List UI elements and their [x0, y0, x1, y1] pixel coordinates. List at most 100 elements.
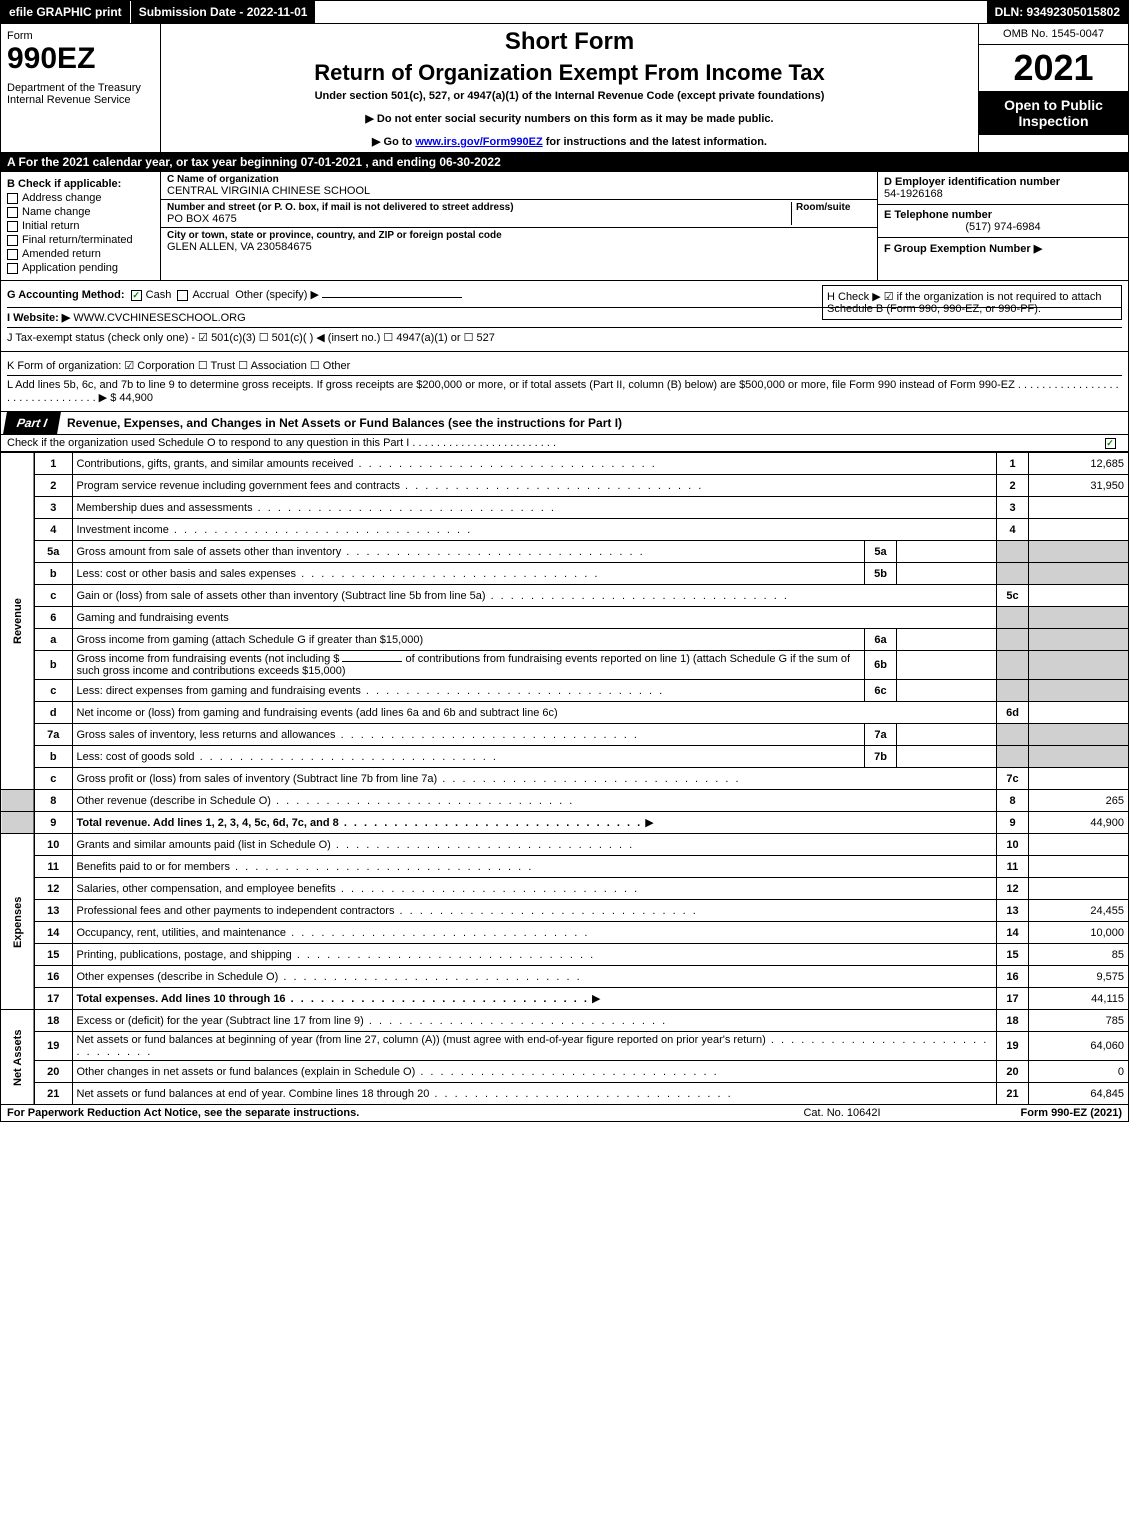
line-18-val: 785: [1029, 1010, 1129, 1032]
line-10-lineno: 10: [997, 834, 1029, 856]
side-blank-2: [1, 812, 35, 834]
line-15-val: 85: [1029, 944, 1129, 966]
e-row: E Telephone number (517) 974-6984: [878, 205, 1128, 238]
line-5b-grey1: [997, 563, 1029, 585]
line-14-desc: Occupancy, rent, utilities, and maintena…: [72, 922, 997, 944]
top-bar: efile GRAPHIC print Submission Date - 20…: [0, 0, 1129, 24]
line-14-lineno: 14: [997, 922, 1029, 944]
line-8-desc: Other revenue (describe in Schedule O): [72, 790, 997, 812]
irs-link[interactable]: www.irs.gov/Form990EZ: [415, 136, 542, 148]
expenses-side-label: Expenses: [1, 834, 35, 1010]
g-label: G Accounting Method:: [7, 289, 125, 301]
line-1-desc: Contributions, gifts, grants, and simila…: [72, 453, 997, 475]
f-label: F Group Exemption Number ▶: [884, 243, 1042, 255]
c-name-label: C Name of organization: [167, 174, 871, 185]
g-cash-label: Cash: [146, 289, 172, 301]
section-k: K Form of organization: ☑ Corporation ☐ …: [7, 359, 1122, 372]
line-8-num: 8: [34, 790, 72, 812]
line-13-val: 24,455: [1029, 900, 1129, 922]
efile-print-button[interactable]: efile GRAPHIC print: [1, 1, 131, 23]
line-20-num: 20: [34, 1061, 72, 1083]
line-18-num: 18: [34, 1010, 72, 1032]
line-16-lineno: 16: [997, 966, 1029, 988]
section-h: H Check ▶ ☑ if the organization is not r…: [822, 285, 1122, 320]
line-6c-grey1: [997, 680, 1029, 702]
line-7a-grey1: [997, 724, 1029, 746]
line-17-lineno: 17: [997, 988, 1029, 1010]
section-ghij: H Check ▶ ☑ if the organization is not r…: [0, 281, 1129, 352]
line-13-desc: Professional fees and other payments to …: [72, 900, 997, 922]
tax-year: 2021: [979, 45, 1128, 91]
revenue-table: Revenue 1 Contributions, gifts, grants, …: [0, 452, 1129, 1105]
line-7b-desc: Less: cost of goods sold: [72, 746, 865, 768]
g-accrual-label: Accrual: [192, 289, 229, 301]
line-16-desc: Other expenses (describe in Schedule O): [72, 966, 997, 988]
g-accrual-checkbox[interactable]: [177, 290, 188, 301]
line-3-lineno: 3: [997, 497, 1029, 519]
b-opt-pending[interactable]: Application pending: [7, 262, 154, 274]
b-opt-name[interactable]: Name change: [7, 206, 154, 218]
line-15-num: 15: [34, 944, 72, 966]
line-6a-sub: 6a: [865, 629, 897, 651]
c-name-row: C Name of organization CENTRAL VIRGINIA …: [161, 172, 877, 200]
part1-note-checkbox[interactable]: [1102, 437, 1122, 449]
line-21-val: 64,845: [1029, 1083, 1129, 1105]
line-16-num: 16: [34, 966, 72, 988]
f-row: F Group Exemption Number ▶: [878, 238, 1128, 259]
section-a: A For the 2021 calendar year, or tax yea…: [0, 153, 1129, 172]
line-6c-sub: 6c: [865, 680, 897, 702]
c-addr-row: Number and street (or P. O. box, if mail…: [161, 200, 877, 228]
short-form-title: Short Form: [169, 28, 970, 56]
line-4-num: 4: [34, 519, 72, 541]
line-12-num: 12: [34, 878, 72, 900]
g-cash-checkbox[interactable]: [131, 290, 142, 301]
open-to-public: Open to Public Inspection: [979, 91, 1128, 135]
line-14-val: 10,000: [1029, 922, 1129, 944]
line-6d-desc: Net income or (loss) from gaming and fun…: [72, 702, 997, 724]
line-6c-grey2: [1029, 680, 1129, 702]
line-17-desc: Total expenses. Add lines 10 through 16 …: [72, 988, 997, 1010]
line-5c-desc: Gain or (loss) from sale of assets other…: [72, 585, 997, 607]
line-5b-grey2: [1029, 563, 1129, 585]
line-1-lineno: 1: [997, 453, 1029, 475]
line-6-desc: Gaming and fundraising events: [72, 607, 997, 629]
c-city-label: City or town, state or province, country…: [167, 230, 871, 241]
line-2-desc: Program service revenue including govern…: [72, 475, 997, 497]
note-ssn: ▶ Do not enter social security numbers o…: [169, 112, 970, 125]
i-label: I Website: ▶: [7, 312, 70, 324]
line-6a-desc: Gross income from gaming (attach Schedul…: [72, 629, 865, 651]
line-6c-desc: Less: direct expenses from gaming and fu…: [72, 680, 865, 702]
line-7a-num: 7a: [34, 724, 72, 746]
line-7c-val: [1029, 768, 1129, 790]
b-opt-final[interactable]: Final return/terminated: [7, 234, 154, 246]
line-5b-subval: [897, 563, 997, 585]
line-10-desc: Grants and similar amounts paid (list in…: [72, 834, 997, 856]
header-mid: Short Form Return of Organization Exempt…: [161, 24, 978, 152]
b-opt-initial-label: Initial return: [22, 220, 79, 232]
line-2-lineno: 2: [997, 475, 1029, 497]
line-6c-num: c: [34, 680, 72, 702]
line-6-num: 6: [34, 607, 72, 629]
l-value: 44,900: [119, 392, 153, 404]
line-6a-grey1: [997, 629, 1029, 651]
line-13-lineno: 13: [997, 900, 1029, 922]
b-opt-address[interactable]: Address change: [7, 192, 154, 204]
e-value: (517) 974-6984: [884, 221, 1122, 233]
g-other-input[interactable]: [322, 297, 462, 298]
footer-right: Form 990-EZ (2021): [942, 1107, 1122, 1119]
section-l: L Add lines 5b, 6c, and 7b to line 9 to …: [7, 375, 1122, 404]
b-opt-initial[interactable]: Initial return: [7, 220, 154, 232]
line-19-val: 64,060: [1029, 1032, 1129, 1061]
l-text: L Add lines 5b, 6c, and 7b to line 9 to …: [7, 379, 1119, 404]
line-11-lineno: 11: [997, 856, 1029, 878]
part1-label: Part I: [3, 412, 61, 434]
line-15-desc: Printing, publications, postage, and shi…: [72, 944, 997, 966]
line-7b-grey2: [1029, 746, 1129, 768]
b-opt-amended[interactable]: Amended return: [7, 248, 154, 260]
line-4-lineno: 4: [997, 519, 1029, 541]
line-6b-blank[interactable]: [342, 661, 402, 662]
line-5b-desc: Less: cost or other basis and sales expe…: [72, 563, 865, 585]
line-2-val: 31,950: [1029, 475, 1129, 497]
line-13-num: 13: [34, 900, 72, 922]
footer-mid: Cat. No. 10642I: [742, 1107, 942, 1119]
